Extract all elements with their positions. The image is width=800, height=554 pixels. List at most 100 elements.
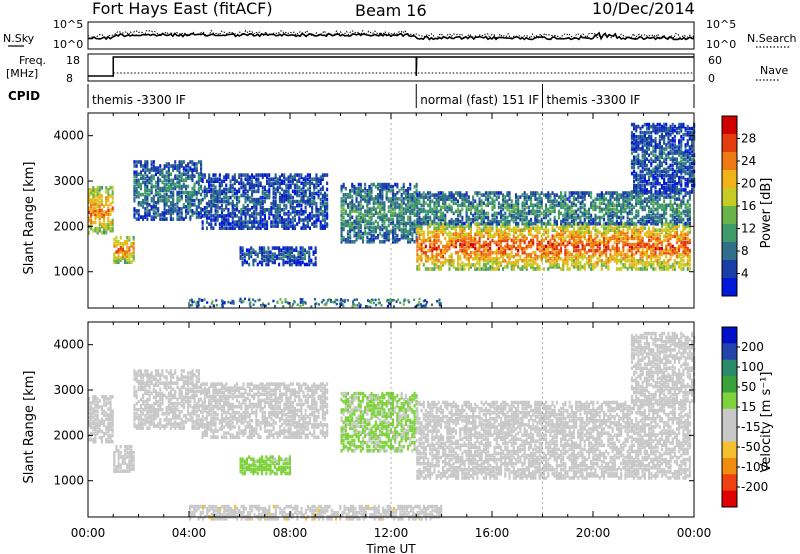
data-cell bbox=[635, 201, 638, 205]
data-cell bbox=[515, 259, 518, 263]
data-cell bbox=[577, 191, 580, 195]
data-cell bbox=[463, 267, 466, 271]
data-cell bbox=[424, 209, 427, 214]
data-cell bbox=[105, 202, 108, 206]
data-cell bbox=[381, 223, 384, 228]
data-cell bbox=[579, 267, 582, 271]
data-cell bbox=[493, 211, 496, 216]
data-cell bbox=[536, 215, 539, 220]
data-cell bbox=[484, 211, 487, 216]
data-cell bbox=[103, 218, 106, 223]
data-cell bbox=[374, 197, 377, 201]
data-cell bbox=[392, 219, 395, 224]
data-cell bbox=[442, 226, 445, 230]
data-cell bbox=[169, 213, 172, 217]
data-cell bbox=[172, 198, 175, 203]
data-cell bbox=[598, 215, 601, 220]
data-cell bbox=[624, 236, 627, 241]
data-cell bbox=[530, 244, 533, 249]
data-cell bbox=[688, 248, 691, 253]
data-cell bbox=[572, 195, 575, 199]
data-cell bbox=[542, 228, 545, 232]
data-cell bbox=[105, 222, 108, 227]
data-cell bbox=[368, 227, 371, 232]
data-cell bbox=[465, 215, 468, 220]
data-cell bbox=[92, 202, 95, 206]
data-cell bbox=[487, 267, 490, 271]
data-cell bbox=[256, 262, 259, 267]
data-cell bbox=[540, 257, 543, 261]
data-cell bbox=[454, 242, 457, 247]
data-cell bbox=[394, 211, 397, 215]
data-cell bbox=[416, 244, 419, 249]
data-cell bbox=[409, 223, 412, 228]
data-cell bbox=[416, 265, 419, 269]
data-cell bbox=[588, 230, 591, 235]
data-cell bbox=[515, 217, 518, 222]
data-cell bbox=[437, 238, 440, 243]
data-cell bbox=[452, 201, 455, 205]
data-cell bbox=[605, 236, 608, 241]
data-cell bbox=[253, 175, 256, 179]
data-cell bbox=[530, 203, 533, 208]
data-cell bbox=[536, 224, 539, 228]
data-cell bbox=[538, 226, 541, 230]
data-cell bbox=[596, 244, 599, 249]
data-cell bbox=[227, 220, 230, 224]
data-cell bbox=[218, 173, 221, 177]
data-cell bbox=[167, 209, 170, 213]
data-cell bbox=[506, 254, 509, 259]
data-cell bbox=[126, 242, 129, 246]
data-cell bbox=[523, 238, 526, 243]
data-cell bbox=[90, 200, 93, 204]
data-cell bbox=[270, 210, 273, 214]
data-cell bbox=[557, 265, 560, 269]
data-cell bbox=[216, 206, 219, 210]
data-cell bbox=[585, 222, 588, 226]
data-cell bbox=[169, 207, 172, 211]
data-cell bbox=[680, 267, 683, 271]
data-cell bbox=[257, 199, 260, 204]
data-cell bbox=[583, 226, 586, 230]
data-cell bbox=[285, 226, 288, 230]
data-cell bbox=[613, 228, 616, 232]
data-cell bbox=[314, 262, 317, 267]
data-cell bbox=[444, 236, 447, 241]
data-cell bbox=[463, 199, 466, 203]
data-cell bbox=[357, 235, 360, 240]
data-cell bbox=[618, 228, 621, 232]
data-cell bbox=[506, 261, 509, 265]
data-cell bbox=[285, 224, 288, 228]
data-cell bbox=[454, 197, 457, 201]
data-cell bbox=[266, 193, 269, 198]
data-cell bbox=[119, 250, 122, 254]
data-cell bbox=[276, 189, 279, 194]
data-cell bbox=[607, 226, 610, 230]
data-cell bbox=[311, 201, 314, 206]
data-cell bbox=[437, 232, 440, 237]
data-cell bbox=[259, 214, 262, 218]
data-cell bbox=[193, 203, 196, 207]
data-cell bbox=[482, 213, 485, 218]
data-cell bbox=[400, 193, 403, 197]
data-cell bbox=[628, 254, 631, 259]
data-cell bbox=[669, 232, 672, 237]
data-cell bbox=[139, 186, 142, 191]
data-cell bbox=[191, 178, 194, 183]
data-cell bbox=[444, 201, 447, 205]
data-cell bbox=[208, 183, 211, 188]
data-cell bbox=[107, 218, 110, 223]
data-cell bbox=[126, 252, 129, 256]
data-cell bbox=[400, 215, 403, 220]
data-cell bbox=[437, 252, 440, 257]
data-cell bbox=[161, 180, 164, 185]
data-cell bbox=[525, 263, 528, 267]
data-cell bbox=[278, 183, 281, 188]
data-cell bbox=[480, 211, 483, 216]
data-cell bbox=[137, 172, 140, 176]
data-cell bbox=[214, 195, 217, 200]
data-cell bbox=[362, 205, 365, 209]
data-cell bbox=[246, 224, 249, 228]
data-cell bbox=[293, 260, 296, 265]
data-cell bbox=[291, 226, 294, 230]
